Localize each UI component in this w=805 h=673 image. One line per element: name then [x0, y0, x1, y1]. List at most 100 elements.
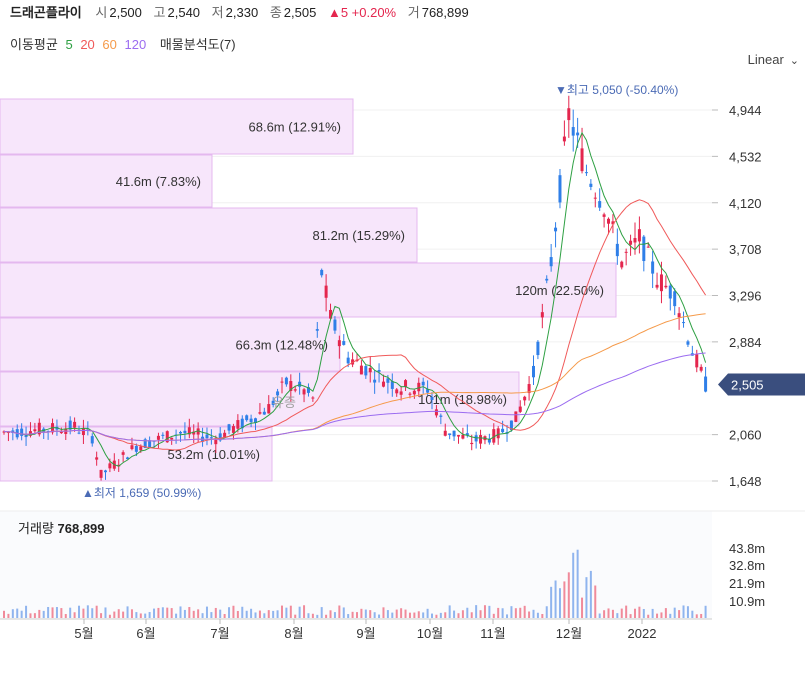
volume-profile-bar — [0, 262, 617, 318]
volume-profile-label[interactable]: 매물분석도(7) — [159, 37, 236, 52]
candle-body — [236, 420, 240, 429]
candle-body — [509, 420, 513, 431]
volume-bar — [236, 610, 239, 618]
candle-body — [311, 397, 315, 399]
candle-body — [434, 409, 438, 416]
candle-body — [549, 257, 553, 267]
candle-body — [682, 322, 686, 324]
y-tick-label: 2,884 — [729, 335, 762, 350]
candle-body — [637, 229, 641, 242]
moving-average-legend[interactable]: 이동평균 5 20 60 120 매물분석도(7) — [10, 34, 240, 53]
volume-bar — [656, 613, 659, 618]
volume-bar — [60, 608, 63, 618]
volume-bar — [686, 606, 689, 618]
x-tick-label: 12월 — [556, 626, 582, 641]
candle-body — [231, 426, 235, 433]
candle-body — [126, 457, 130, 460]
volume-bar — [576, 549, 579, 618]
candle-body — [346, 357, 350, 364]
volume-bar — [594, 585, 597, 618]
volume-bar — [382, 607, 385, 618]
volume-bar — [682, 605, 685, 618]
volume-bar — [492, 613, 495, 618]
candle-body — [496, 428, 500, 439]
candle-body — [412, 390, 416, 395]
scale-toggle[interactable]: Linear ⌄ — [748, 52, 799, 67]
candle-body — [364, 366, 368, 376]
volume-value: 768,899 — [421, 5, 469, 20]
volume-bar — [197, 609, 200, 618]
volume-bar — [179, 606, 182, 618]
candle-body — [576, 132, 580, 136]
x-tick-label: 2022 — [628, 626, 657, 641]
x-tick-label: 6월 — [136, 626, 155, 641]
candle-body — [655, 284, 659, 288]
volume-bar — [95, 605, 98, 618]
volume-bar — [69, 607, 72, 618]
volume-bar — [470, 612, 473, 618]
volume-bar — [192, 610, 195, 618]
volume-bar — [700, 613, 703, 618]
volume-bar — [254, 612, 257, 618]
volume-bar — [638, 606, 641, 618]
max-price-label: ▼최고 5,050 (-50.40%) — [555, 83, 678, 97]
volume-bar — [386, 610, 389, 618]
y-tick-label: 4,944 — [729, 103, 762, 118]
volume-tick-label: 43.8m — [729, 541, 765, 556]
volume-bar — [461, 610, 464, 618]
change-value: ▲5 +0.20% — [327, 5, 397, 20]
volume-bar — [42, 610, 45, 618]
candle-body — [404, 380, 408, 388]
candle-body — [532, 365, 535, 378]
volume-bar — [241, 606, 244, 618]
candle-body — [187, 427, 191, 435]
volume-bar — [444, 612, 447, 618]
high-value: 2,540 — [167, 5, 201, 20]
volume-bar — [298, 606, 301, 618]
candle-body — [452, 430, 456, 437]
candle-body — [161, 434, 165, 436]
candle-body — [2, 431, 6, 433]
ma-60: 60 — [102, 37, 117, 52]
candle-body — [333, 319, 337, 331]
candle-body — [540, 312, 544, 318]
volume-bar — [532, 609, 535, 618]
volume-bar — [669, 613, 672, 618]
volume-bar — [413, 612, 416, 618]
volume-bar — [378, 614, 381, 618]
x-axis: 5월 6월 7월 8월 9월 10월 11월 12월 2022 — [0, 618, 712, 641]
volume-bar — [598, 613, 601, 618]
candle-body — [170, 437, 174, 440]
y-tick-label: 1,648 — [729, 474, 762, 489]
candle-body — [165, 431, 169, 443]
candle-body — [386, 378, 390, 383]
candle-body — [130, 445, 134, 450]
volume-bar — [258, 610, 261, 618]
volume-profile-label: 66.3m (12.48%) — [236, 338, 329, 353]
candle-body — [121, 452, 125, 455]
volume-bar — [400, 608, 403, 618]
candle-body — [589, 183, 593, 187]
candle-body — [417, 382, 421, 392]
candle-body — [456, 435, 460, 437]
x-tick-label: 7월 — [210, 626, 229, 641]
volume-bar — [506, 614, 509, 618]
volume-profile-label: 41.6m (7.83%) — [116, 174, 201, 189]
volume-bar — [536, 612, 539, 618]
candle-body — [37, 422, 41, 435]
candle-body — [320, 269, 324, 276]
ma-label: 이동평균 — [10, 37, 58, 52]
volume-tick-label: 21.9m — [729, 576, 765, 591]
candle-body — [381, 381, 385, 387]
candle-body — [329, 309, 333, 319]
candle-body — [686, 341, 690, 345]
volume-bar — [320, 607, 323, 618]
candle-body — [602, 214, 606, 217]
volume-bar — [408, 612, 411, 618]
y-tick-label: 3,296 — [729, 289, 762, 304]
volume-bar — [272, 610, 275, 618]
volume-bar — [73, 612, 76, 618]
volume-bar — [267, 610, 270, 618]
candle-body — [439, 415, 443, 417]
